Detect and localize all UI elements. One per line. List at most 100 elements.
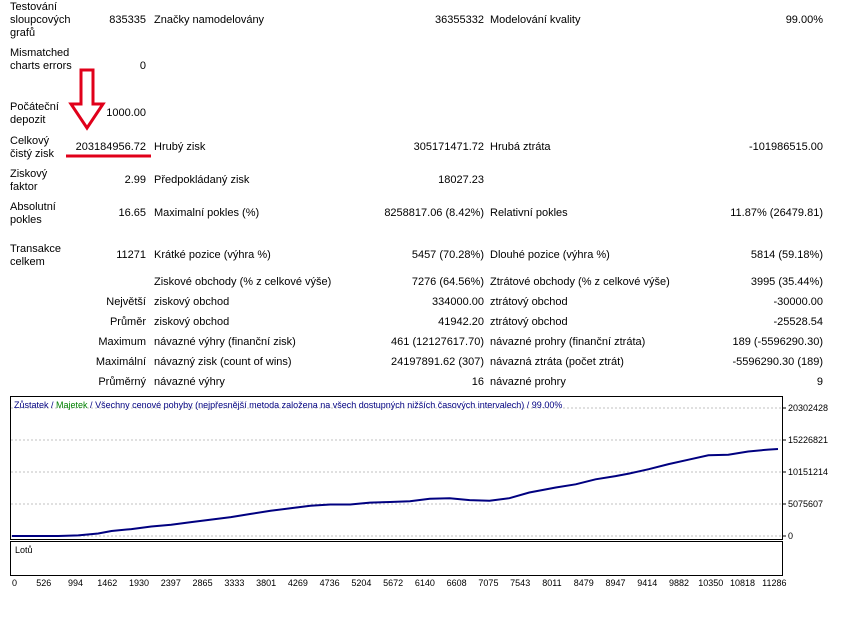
expected-payoff-value: 18027.23 <box>438 174 484 186</box>
avg-consecutive-losses-value: 9 <box>816 376 823 388</box>
x-tick-label: 5672 <box>383 578 403 588</box>
short-positions-value: 5457 (70.28%) <box>411 249 484 261</box>
maximum-losses-label: návazné prohry (finanční ztráta) <box>490 336 646 348</box>
largest-profit-label: ziskový obchod <box>154 296 230 308</box>
y-tick-label: 20302428 <box>788 403 828 413</box>
average-profit-label: ziskový obchod <box>154 316 230 328</box>
x-tick-label: 2397 <box>161 578 181 588</box>
short-positions-label: Krátké pozice (výhra %) <box>154 249 271 261</box>
bars-tested-value: 835335 <box>109 14 146 26</box>
avg-consecutive-prefix: Průměrný <box>98 376 146 388</box>
x-tick-label: 7075 <box>478 578 498 588</box>
maximal-prefix: Maximální <box>95 356 146 368</box>
legend-separator: / <box>49 400 57 410</box>
balance-chart-svg: 20302428 15226821 10151214 5075607 0 Zůstate… <box>10 396 828 541</box>
x-tick-label: 2865 <box>193 578 213 588</box>
x-tick-label: 6608 <box>447 578 467 588</box>
average-profit-value: 41942.20 <box>438 316 484 328</box>
maximum-prefix: Maximum <box>98 336 146 348</box>
mismatched-label: Mismatched charts errors <box>10 47 72 72</box>
x-tick-label: 9414 <box>637 578 657 588</box>
maximal-losses-value: -5596290.30 (189) <box>732 356 823 368</box>
gross-profit-value: 305171471.72 <box>413 141 484 153</box>
x-tick-label: 6140 <box>415 578 435 588</box>
x-tick-label: 10818 <box>730 578 755 588</box>
balance-chart: 20302428 15226821 10151214 5075607 0 Zůstate… <box>10 396 838 541</box>
y-tick-label: 15226821 <box>788 435 828 445</box>
x-axis: 0 526 994 1462 1930 2397 2865 3333 3801 4269 4736 5… <box>10 576 838 592</box>
x-tick-label: 4269 <box>288 578 308 588</box>
legend-separator: / <box>88 400 96 410</box>
gross-profit-label: Hrubý zisk <box>154 141 206 153</box>
loss-trades-value: 3995 (35.44%) <box>750 276 823 288</box>
initial-deposit-label: Počáteční depozit <box>10 101 59 126</box>
x-tick-label: 8479 <box>574 578 594 588</box>
net-profit-value: 203184956.72 <box>75 141 146 153</box>
x-tick-label: 526 <box>36 578 51 588</box>
legend-equity: Majetek <box>56 400 88 410</box>
relative-drawdown-label: Relativní pokles <box>490 207 568 219</box>
x-tick-label: 5204 <box>351 578 371 588</box>
profit-trades-value: 7276 (64.56%) <box>411 276 484 288</box>
x-tick-label: 8011 <box>542 578 561 588</box>
total-trades-value: 11271 <box>116 249 146 261</box>
maximum-wins-label: návazné výhry (finanční zisk) <box>154 336 296 348</box>
relative-drawdown-value: 11.87% (26479.81) <box>730 207 823 219</box>
largest-profit-value: 334000.00 <box>432 296 484 308</box>
bars-tested-label: Testování sloupcových grafů <box>10 1 71 39</box>
x-tick-label: 9882 <box>669 578 689 588</box>
average-loss-label: ztrátový obchod <box>490 316 568 328</box>
legend-description: Všechny cenové pohyby (nejpřesnější meto… <box>95 400 562 410</box>
x-tick-label: 10350 <box>698 578 723 588</box>
x-tick-label: 3333 <box>224 578 244 588</box>
profit-factor-label: Ziskový faktor <box>10 168 48 193</box>
largest-loss-label: ztrátový obchod <box>490 296 568 308</box>
absolute-drawdown-value: 16.65 <box>118 207 146 219</box>
y-tick-label: 10151214 <box>788 467 828 477</box>
absolute-drawdown-label: Absolutní pokles <box>10 201 56 226</box>
mismatched-value: 0 <box>139 60 146 72</box>
profit-factor-value: 2.99 <box>124 174 146 186</box>
long-positions-label: Dlouhé pozice (výhra %) <box>490 249 610 261</box>
balance-series-line <box>12 448 779 537</box>
chart-legend: Zůstatek / Majetek / Všechny cenové pohy… <box>14 400 562 410</box>
x-tick-label: 1930 <box>129 578 149 588</box>
x-tick-label: 4736 <box>320 578 340 588</box>
avg-consecutive-wins-value: 16 <box>471 376 484 388</box>
average-prefix: Průměr <box>109 316 146 328</box>
gross-loss-value: -101986515.00 <box>748 141 823 153</box>
lots-panel: Lotů <box>10 541 838 577</box>
model-quality-label: Modelování kvality <box>490 14 581 26</box>
total-trades-label: Transakce celkem <box>10 243 61 268</box>
net-profit-label: Celkový čistý zisk <box>10 135 54 160</box>
x-tick-label: 8947 <box>605 578 625 588</box>
long-positions-value: 5814 (59.18%) <box>750 249 823 261</box>
x-tick-label: 1462 <box>97 578 117 588</box>
lots-label: Lotů <box>15 545 33 555</box>
ticks-modelled-label: Značky namodelovány <box>154 14 265 26</box>
x-tick-label: 994 <box>68 578 83 588</box>
maximal-drawdown-value: 8258817.06 (8.42%) <box>384 207 484 219</box>
avg-consecutive-wins-label: návazné výhry <box>154 376 225 388</box>
initial-deposit-value: 1000.00 <box>106 107 146 119</box>
maximal-wins-label: návazný zisk (count of wins) <box>154 356 292 368</box>
avg-consecutive-losses-label: návazné prohry <box>490 376 566 388</box>
maximal-wins-value: 24197891.62 (307) <box>391 356 484 368</box>
maximal-drawdown-label: Maximalní pokles (%) <box>154 207 260 219</box>
y-tick-label: 5075607 <box>788 499 823 509</box>
gross-loss-label: Hrubá ztráta <box>490 141 551 153</box>
largest-loss-value: -30000.00 <box>773 296 823 308</box>
x-tick-label: 7543 <box>510 578 530 588</box>
model-quality-value: 99.00% <box>785 14 823 26</box>
maximal-losses-label: návazná ztráta (počet ztrát) <box>490 356 624 368</box>
x-tick-label: 11286 <box>762 578 786 588</box>
ticks-modelled-value: 36355332 <box>435 14 484 26</box>
maximum-wins-value: 461 (12127617.70) <box>391 336 484 348</box>
x-tick-label: 3801 <box>256 578 276 588</box>
loss-trades-label: Ztrátové obchody (% z celkové výše) <box>490 276 670 288</box>
x-tick-label: 0 <box>12 578 17 588</box>
largest-prefix: Největší <box>106 296 146 308</box>
maximum-losses-value: 189 (-5596290.30) <box>732 336 823 348</box>
average-loss-value: -25528.54 <box>773 316 823 328</box>
legend-balance: Zůstatek <box>14 400 49 410</box>
